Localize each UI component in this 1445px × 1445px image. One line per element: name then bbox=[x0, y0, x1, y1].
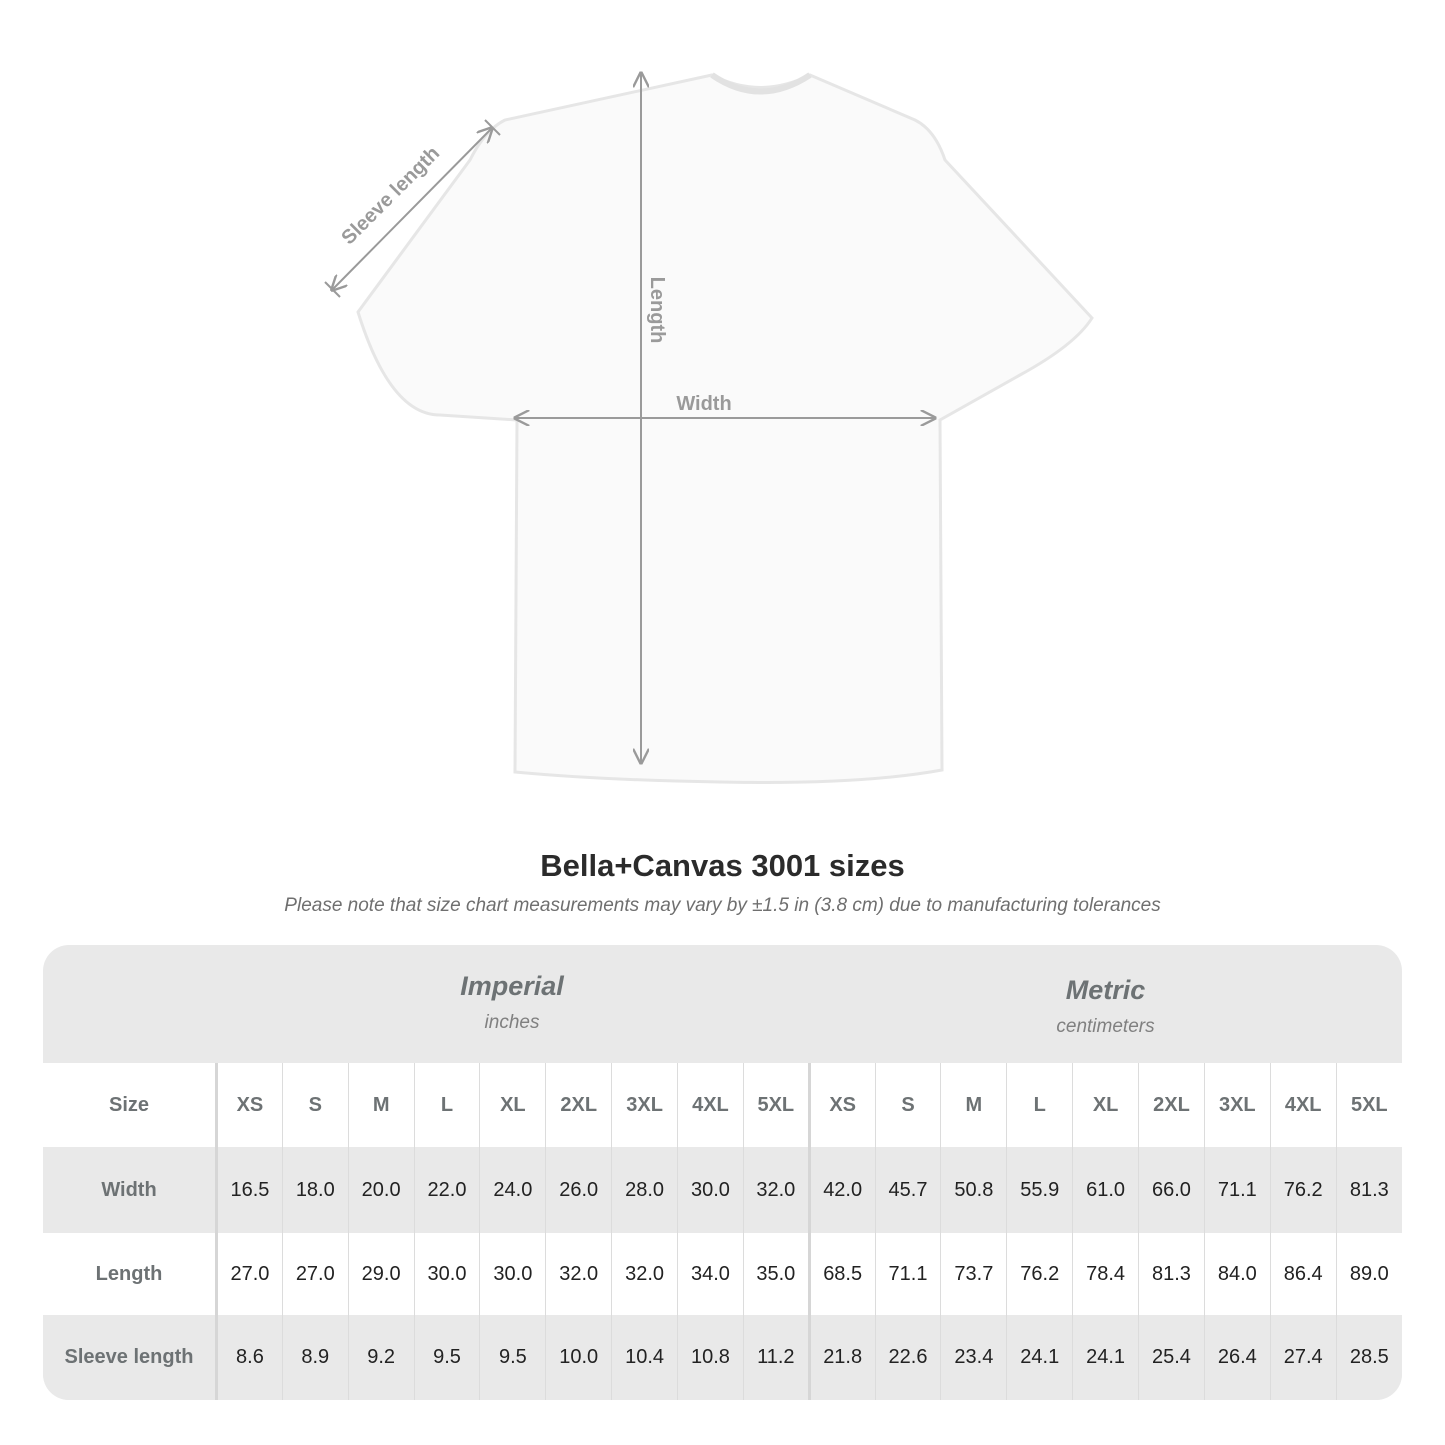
imperial-value-cell: 10.0 bbox=[545, 1315, 612, 1400]
imperial-size-5xl: 5XL bbox=[742, 1063, 810, 1147]
metric-size-xl: XL bbox=[1072, 1063, 1139, 1147]
metric-value-cell: 71.1 bbox=[874, 1233, 941, 1315]
imperial-value-cell: 29.0 bbox=[347, 1233, 415, 1315]
metric-value-cell: 28.5 bbox=[1335, 1315, 1402, 1400]
imperial-value-cell: 10.4 bbox=[611, 1315, 678, 1400]
size-header-label: Size bbox=[43, 1063, 218, 1147]
metric-value-cell: 68.5 bbox=[807, 1233, 876, 1315]
imperial-value-cell: 32.0 bbox=[742, 1147, 810, 1233]
row-label: Length bbox=[43, 1233, 218, 1315]
metric-value-cell: 86.4 bbox=[1269, 1233, 1337, 1315]
imperial-title: Imperial bbox=[460, 971, 564, 1001]
metric-size-3xl: 3XL bbox=[1203, 1063, 1271, 1147]
metric-size-s: S bbox=[874, 1063, 941, 1147]
metric-value-cell: 73.7 bbox=[940, 1233, 1007, 1315]
imperial-value-cell: 18.0 bbox=[281, 1147, 349, 1233]
metric-size-4xl: 4XL bbox=[1269, 1063, 1337, 1147]
table-row: Width 16.5 18.0 20.0 22.0 24.0 26.0 28.0 30.0 32.… bbox=[43, 1147, 1402, 1233]
imperial-value-cell: 32.0 bbox=[545, 1233, 612, 1315]
metric-value-cell: 22.6 bbox=[874, 1315, 941, 1400]
sleeve-arrow bbox=[332, 128, 492, 290]
imperial-size-l: L bbox=[413, 1063, 480, 1147]
imperial-size-s: S bbox=[281, 1063, 349, 1147]
metric-value-cell: 81.3 bbox=[1138, 1233, 1205, 1315]
imperial-size-m: M bbox=[347, 1063, 415, 1147]
metric-value-cell: 24.1 bbox=[1006, 1315, 1073, 1400]
imperial-value-cell: 9.2 bbox=[347, 1315, 415, 1400]
imperial-size-3xl: 3XL bbox=[611, 1063, 678, 1147]
metric-header: Metric centimeters bbox=[809, 949, 1402, 1067]
metric-value-cell: 76.2 bbox=[1269, 1147, 1337, 1233]
imperial-value-cell: 30.0 bbox=[479, 1233, 546, 1315]
length-label: Length bbox=[646, 277, 668, 344]
metric-size-m: M bbox=[940, 1063, 1007, 1147]
row-label: Sleeve length bbox=[43, 1315, 218, 1400]
metric-size-5xl: 5XL bbox=[1335, 1063, 1402, 1147]
metric-value-cell: 84.0 bbox=[1203, 1233, 1271, 1315]
size-table: Size XS S M L XL 2XL 3XL 4XL 5XL XS S M L XL 2XL 3XL 4XL 5… bbox=[43, 1063, 1402, 1400]
metric-value-cell: 71.1 bbox=[1203, 1147, 1271, 1233]
imperial-value-cell: 8.9 bbox=[281, 1315, 349, 1400]
size-header-row: Size XS S M L XL 2XL 3XL 4XL 5XL XS S M L XL 2XL 3XL 4XL 5… bbox=[43, 1063, 1402, 1147]
metric-value-cell: 50.8 bbox=[940, 1147, 1007, 1233]
metric-value-cell: 42.0 bbox=[807, 1147, 876, 1233]
metric-value-cell: 25.4 bbox=[1138, 1315, 1205, 1400]
imperial-header: Imperial inches bbox=[215, 945, 809, 1063]
imperial-value-cell: 16.5 bbox=[216, 1147, 283, 1233]
metric-value-cell: 81.3 bbox=[1335, 1147, 1402, 1233]
imperial-value-cell: 22.0 bbox=[413, 1147, 480, 1233]
imperial-size-xl: XL bbox=[479, 1063, 546, 1147]
imperial-value-cell: 9.5 bbox=[479, 1315, 546, 1400]
metric-value-cell: 45.7 bbox=[874, 1147, 941, 1233]
imperial-size-4xl: 4XL bbox=[677, 1063, 744, 1147]
tshirt-diagram: Width Length Sleeve length bbox=[324, 0, 1094, 784]
imperial-value-cell: 30.0 bbox=[677, 1147, 744, 1233]
row-label: Width bbox=[43, 1147, 218, 1233]
imperial-value-cell: 34.0 bbox=[677, 1233, 744, 1315]
metric-value-cell: 27.4 bbox=[1269, 1315, 1337, 1400]
metric-value-cell: 26.4 bbox=[1203, 1315, 1271, 1400]
imperial-value-cell: 27.0 bbox=[216, 1233, 283, 1315]
metric-value-cell: 23.4 bbox=[940, 1315, 1007, 1400]
metric-value-cell: 78.4 bbox=[1072, 1233, 1139, 1315]
metric-unit: centimeters bbox=[1056, 1016, 1155, 1037]
imperial-value-cell: 10.8 bbox=[677, 1315, 744, 1400]
imperial-value-cell: 9.5 bbox=[413, 1315, 480, 1400]
width-label: Width bbox=[676, 393, 731, 415]
table-row: Length 27.0 27.0 29.0 30.0 30.0 32.0 32.0 34.0 35… bbox=[43, 1233, 1402, 1315]
imperial-value-cell: 24.0 bbox=[479, 1147, 546, 1233]
imperial-value-cell: 35.0 bbox=[742, 1233, 810, 1315]
tolerance-note: Please note that size chart measurements… bbox=[284, 895, 1161, 916]
metric-size-l: L bbox=[1006, 1063, 1073, 1147]
imperial-size-2xl: 2XL bbox=[545, 1063, 612, 1147]
imperial-value-cell: 8.6 bbox=[216, 1315, 283, 1400]
imperial-value-cell: 32.0 bbox=[611, 1233, 678, 1315]
metric-value-cell: 55.9 bbox=[1006, 1147, 1073, 1233]
imperial-value-cell: 20.0 bbox=[347, 1147, 415, 1233]
metric-value-cell: 24.1 bbox=[1072, 1315, 1139, 1400]
imperial-value-cell: 30.0 bbox=[413, 1233, 480, 1315]
imperial-unit: inches bbox=[484, 1012, 540, 1033]
metric-title: Metric bbox=[1065, 975, 1146, 1005]
imperial-size-xs: XS bbox=[216, 1063, 283, 1147]
table-row: Sleeve length 8.6 8.9 9.2 9.5 9.5 10.0 10.4 10.8… bbox=[43, 1315, 1402, 1400]
chart-title: Bella+Canvas 3001 sizes bbox=[540, 848, 905, 883]
tshirt-shape bbox=[356, 73, 1094, 784]
metric-value-cell: 66.0 bbox=[1138, 1147, 1205, 1233]
imperial-value-cell: 27.0 bbox=[281, 1233, 349, 1315]
metric-value-cell: 76.2 bbox=[1006, 1233, 1073, 1315]
imperial-value-cell: 26.0 bbox=[545, 1147, 612, 1233]
size-table-card: Imperial inches Metric centimeters Size X… bbox=[43, 945, 1402, 1400]
metric-value-cell: 61.0 bbox=[1072, 1147, 1139, 1233]
imperial-value-cell: 28.0 bbox=[611, 1147, 678, 1233]
metric-size-2xl: 2XL bbox=[1138, 1063, 1205, 1147]
metric-value-cell: 89.0 bbox=[1335, 1233, 1402, 1315]
metric-size-xs: XS bbox=[807, 1063, 876, 1147]
metric-value-cell: 21.8 bbox=[807, 1315, 876, 1400]
imperial-value-cell: 11.2 bbox=[742, 1315, 810, 1400]
